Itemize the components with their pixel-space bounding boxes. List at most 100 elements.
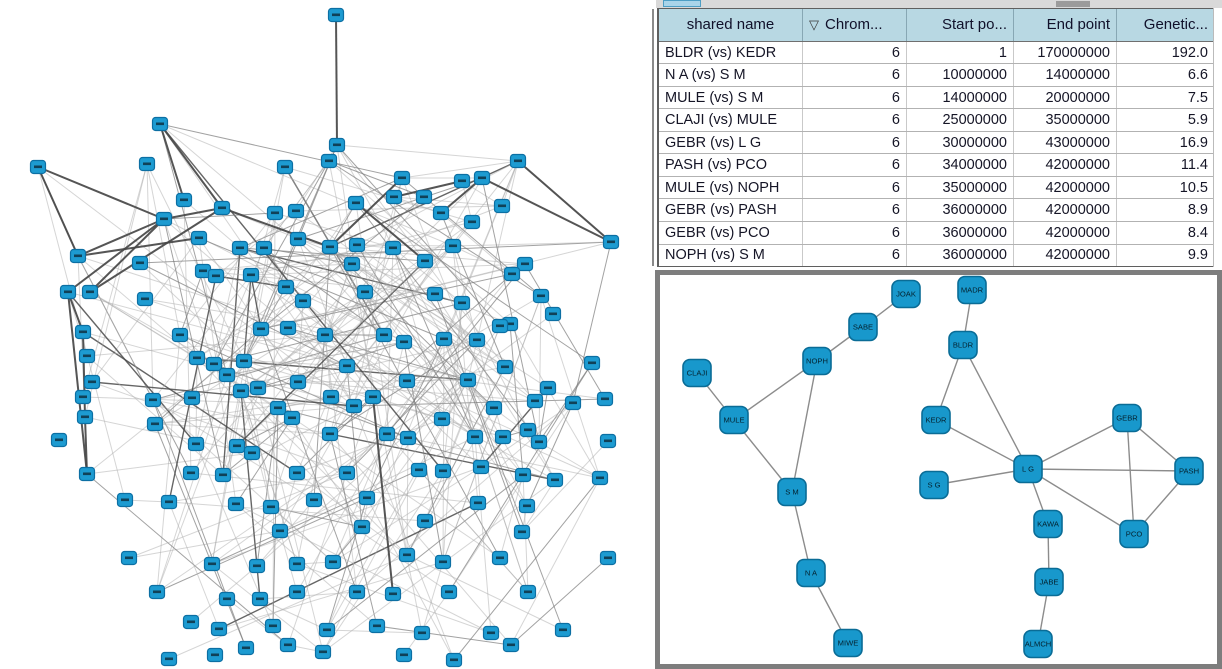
network-node[interactable] <box>83 374 101 390</box>
network-node[interactable] <box>433 411 451 427</box>
network-node[interactable] <box>228 438 246 454</box>
network-node[interactable] <box>316 327 334 343</box>
network-node[interactable] <box>602 234 620 250</box>
network-node-almch[interactable]: ALMCH <box>1023 629 1053 659</box>
network-node[interactable] <box>434 554 452 570</box>
network-node[interactable] <box>368 618 386 634</box>
network-node[interactable] <box>213 200 231 216</box>
table-row[interactable]: GEBR (vs) L G 6 30000000 43000000 16.9 <box>659 131 1214 155</box>
network-node[interactable] <box>242 267 260 283</box>
network-node[interactable] <box>288 556 306 572</box>
network-node[interactable] <box>249 380 267 396</box>
network-node[interactable] <box>207 268 225 284</box>
network-node[interactable] <box>509 153 527 169</box>
network-node-bldr[interactable]: BLDR <box>948 330 978 360</box>
network-node[interactable] <box>187 436 205 452</box>
network-node[interactable] <box>155 211 173 227</box>
network-node-mule[interactable]: MULE <box>719 405 749 435</box>
network-node[interactable] <box>472 459 490 475</box>
network-node[interactable] <box>426 286 444 302</box>
network-node[interactable] <box>544 306 562 322</box>
network-node[interactable] <box>539 380 557 396</box>
network-node-joak[interactable]: JOAK <box>891 279 921 309</box>
network-node[interactable] <box>468 332 486 348</box>
network-node[interactable] <box>343 256 361 272</box>
network-node[interactable] <box>514 467 532 483</box>
network-node[interactable] <box>252 321 270 337</box>
network-node[interactable] <box>432 205 450 221</box>
network-node[interactable] <box>231 240 249 256</box>
network-node[interactable] <box>188 350 206 366</box>
network-node[interactable] <box>194 263 212 279</box>
network-node[interactable] <box>445 652 463 668</box>
network-node[interactable] <box>356 284 374 300</box>
network-node[interactable] <box>160 494 178 510</box>
network-node[interactable] <box>287 203 305 219</box>
network-node[interactable] <box>596 391 614 407</box>
network-node[interactable] <box>305 492 323 508</box>
network-node[interactable] <box>183 390 201 406</box>
network-node[interactable] <box>353 519 371 535</box>
network-node-l-g[interactable]: L G <box>1013 454 1043 484</box>
network-node[interactable] <box>466 429 484 445</box>
network-node[interactable] <box>491 318 509 334</box>
network-node[interactable] <box>232 383 250 399</box>
network-node[interactable] <box>502 637 520 653</box>
network-node[interactable] <box>235 353 253 369</box>
network-node[interactable] <box>320 153 338 169</box>
network-node[interactable] <box>453 173 471 189</box>
network-node[interactable] <box>473 170 491 186</box>
table-row[interactable]: BLDR (vs) KEDR 6 1 170000000 192.0 <box>659 41 1214 65</box>
network-node[interactable] <box>322 389 340 405</box>
network-node-sabe[interactable]: SABE <box>848 312 878 342</box>
network-node[interactable] <box>482 625 500 641</box>
panel-tab-chip[interactable] <box>663 0 701 7</box>
network-node[interactable] <box>444 238 462 254</box>
table-row[interactable]: MULE (vs) S M 6 14000000 20000000 7.5 <box>659 86 1214 110</box>
network-node[interactable] <box>288 584 306 600</box>
network-node[interactable] <box>395 334 413 350</box>
network-node-s-g[interactable]: S G <box>919 470 949 500</box>
column-header-genetic-[interactable]: Genetic... <box>1117 9 1214 41</box>
network-node[interactable] <box>271 523 289 539</box>
network-node[interactable] <box>146 416 164 432</box>
network-node[interactable] <box>393 170 411 186</box>
network-node[interactable] <box>69 248 87 264</box>
network-node[interactable] <box>519 584 537 600</box>
network-node[interactable] <box>496 359 514 375</box>
network-node[interactable] <box>494 429 512 445</box>
network-node[interactable] <box>321 239 339 255</box>
network-node[interactable] <box>435 331 453 347</box>
network-node[interactable] <box>347 195 365 211</box>
network-node[interactable] <box>375 327 393 343</box>
network-node[interactable] <box>59 284 77 300</box>
network-node[interactable] <box>321 426 339 442</box>
network-node[interactable] <box>485 400 503 416</box>
column-header-chrom-[interactable]: ▽ Chrom... <box>803 9 907 41</box>
network-node[interactable] <box>237 640 255 656</box>
network-node[interactable] <box>416 253 434 269</box>
network-node[interactable] <box>289 231 307 247</box>
network-node[interactable] <box>276 159 294 175</box>
network-node[interactable] <box>148 584 166 600</box>
network-node[interactable] <box>243 445 261 461</box>
column-header-end-point[interactable]: End point <box>1014 9 1117 41</box>
network-node[interactable] <box>398 547 416 563</box>
network-node[interactable] <box>453 295 471 311</box>
network-node[interactable] <box>279 637 297 653</box>
network-node-gebr[interactable]: GEBR <box>1112 403 1142 433</box>
network-node[interactable] <box>530 434 548 450</box>
network-node[interactable] <box>205 356 223 372</box>
network-node[interactable] <box>160 651 178 667</box>
network-node[interactable] <box>532 288 550 304</box>
table-row[interactable]: N A (vs) S M 6 10000000 14000000 6.6 <box>659 64 1214 87</box>
network-node[interactable] <box>599 550 617 566</box>
network-node[interactable] <box>206 647 224 663</box>
network-node[interactable] <box>120 550 138 566</box>
network-node[interactable] <box>591 470 609 486</box>
network-node[interactable] <box>318 622 336 638</box>
network-node[interactable] <box>434 463 452 479</box>
network-node[interactable] <box>513 524 531 540</box>
network-node[interactable] <box>266 205 284 221</box>
network-node[interactable] <box>279 320 297 336</box>
